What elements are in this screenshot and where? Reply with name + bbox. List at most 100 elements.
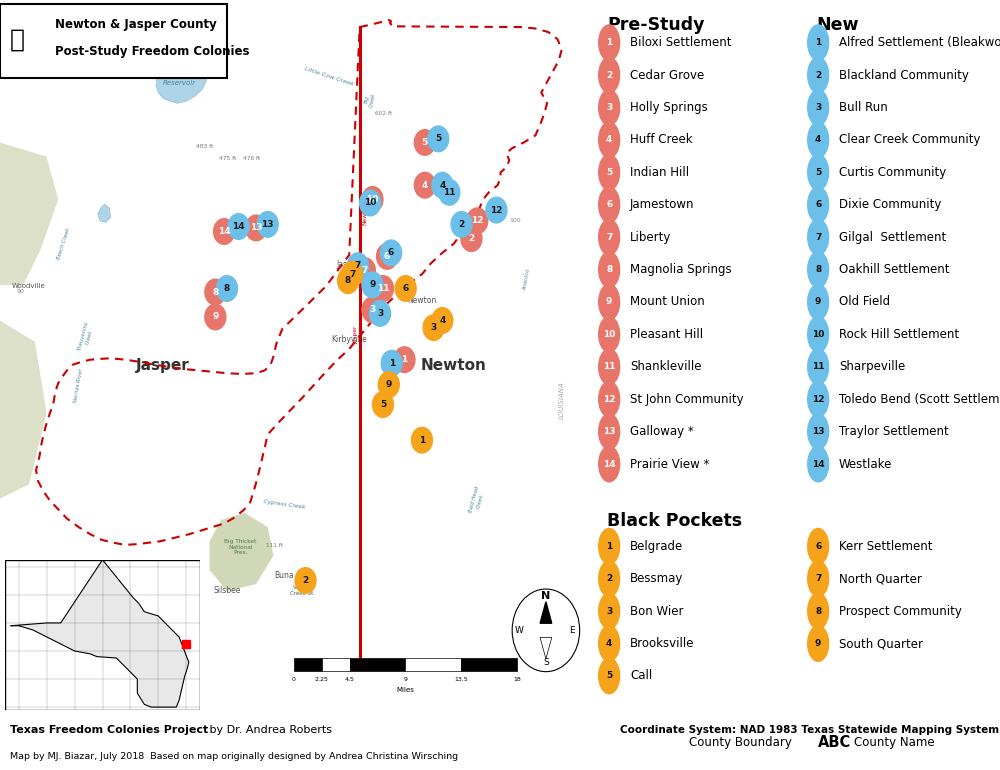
Circle shape (599, 284, 620, 320)
Text: Miles: Miles (396, 687, 414, 692)
Text: Newton: Newton (407, 296, 437, 305)
Circle shape (439, 179, 460, 205)
Text: 3: 3 (377, 309, 383, 318)
Text: 6: 6 (815, 200, 821, 209)
Text: E: E (569, 626, 575, 634)
Text: Bon Wier: Bon Wier (630, 604, 684, 618)
Circle shape (394, 346, 415, 373)
Circle shape (486, 197, 507, 223)
Text: Rock Hill Settlement: Rock Hill Settlement (839, 328, 959, 341)
Text: Village
Creek St.: Village Creek St. (290, 585, 315, 596)
Text: 14: 14 (232, 222, 245, 231)
Text: County Boundary: County Boundary (689, 736, 791, 749)
Circle shape (599, 528, 620, 564)
Circle shape (599, 155, 620, 190)
Text: 111 ft: 111 ft (266, 543, 283, 548)
Text: Little Cow Creek: Little Cow Creek (304, 66, 354, 87)
Text: 9: 9 (369, 280, 376, 290)
Text: ABC: ABC (818, 735, 851, 750)
Text: Map by MJ. Biazar, July 2018  Based on map originally designed by Andrea Christi: Map by MJ. Biazar, July 2018 Based on ma… (10, 752, 458, 761)
Bar (350, 658, 405, 671)
Text: 3: 3 (369, 306, 376, 314)
Text: Anacoco: Anacoco (522, 268, 531, 291)
Text: 12: 12 (603, 395, 615, 403)
Circle shape (428, 126, 449, 152)
Text: 1: 1 (606, 542, 612, 551)
Circle shape (214, 219, 235, 244)
Circle shape (808, 252, 829, 287)
Polygon shape (156, 57, 207, 103)
Polygon shape (540, 638, 552, 659)
Text: 6: 6 (815, 542, 821, 551)
Text: 2: 2 (302, 576, 309, 585)
Text: 12: 12 (471, 216, 483, 226)
Text: 7: 7 (355, 261, 361, 270)
Text: Beech Creek: Beech Creek (57, 227, 72, 260)
Circle shape (599, 413, 620, 450)
Text: 5: 5 (606, 168, 612, 177)
Text: Prairie View *: Prairie View * (630, 457, 709, 470)
Text: 476 ft: 476 ft (243, 156, 260, 161)
Text: 1: 1 (419, 436, 425, 444)
Text: 2.25: 2.25 (315, 677, 329, 681)
Circle shape (808, 25, 829, 61)
Text: Oakhill Settlement: Oakhill Settlement (839, 263, 950, 276)
Text: Post-Study Freedom Colonies: Post-Study Freedom Colonies (55, 45, 250, 58)
Circle shape (360, 190, 381, 216)
Circle shape (808, 594, 829, 629)
Text: N: N (541, 591, 551, 601)
Circle shape (342, 261, 363, 287)
Circle shape (599, 561, 620, 597)
Text: Jasper: Jasper (136, 358, 190, 373)
Text: Kerr Settlement: Kerr Settlement (839, 540, 933, 553)
Circle shape (362, 297, 383, 323)
Text: 5: 5 (815, 168, 821, 177)
Text: Newton: Newton (421, 358, 487, 373)
Text: Mount Union: Mount Union (630, 296, 705, 309)
Circle shape (808, 349, 829, 385)
Text: 8: 8 (345, 276, 351, 285)
Circle shape (808, 626, 829, 661)
Text: 5: 5 (422, 138, 428, 147)
FancyBboxPatch shape (0, 4, 227, 79)
Text: 14: 14 (218, 227, 230, 236)
Text: Alfred Settlement (Bleakwood): Alfred Settlement (Bleakwood) (839, 36, 1000, 49)
Circle shape (808, 381, 829, 417)
Text: 4: 4 (815, 136, 821, 145)
Text: Gilgal  Settlement: Gilgal Settlement (839, 231, 946, 243)
Text: 11: 11 (377, 284, 389, 293)
Circle shape (257, 212, 278, 237)
Circle shape (467, 208, 488, 233)
Text: 2: 2 (606, 71, 612, 79)
Text: Belgrade: Belgrade (630, 540, 683, 553)
Text: 4: 4 (439, 316, 446, 325)
Circle shape (377, 243, 398, 270)
Bar (322, 658, 350, 671)
Text: 8: 8 (815, 265, 821, 274)
Text: 2: 2 (606, 574, 612, 583)
Circle shape (599, 447, 620, 482)
Text: 18: 18 (513, 677, 521, 681)
Text: 12: 12 (490, 206, 503, 215)
Text: 7: 7 (362, 266, 368, 275)
Text: 3: 3 (815, 103, 821, 112)
Text: Cypress Creek: Cypress Creek (263, 499, 305, 510)
Text: by Dr. Andrea Roberts: by Dr. Andrea Roberts (206, 725, 332, 735)
Circle shape (411, 427, 432, 453)
Text: 🐦: 🐦 (10, 28, 25, 52)
Circle shape (808, 413, 829, 450)
Text: Prospect Community: Prospect Community (839, 604, 962, 618)
Circle shape (372, 392, 393, 417)
Text: 11: 11 (443, 188, 456, 197)
Text: 8: 8 (606, 265, 612, 274)
Text: 7: 7 (815, 233, 821, 242)
Text: 8: 8 (224, 284, 230, 293)
Text: Shankleville: Shankleville (630, 360, 702, 373)
Text: 5: 5 (606, 671, 612, 681)
Circle shape (599, 57, 620, 93)
Polygon shape (98, 204, 111, 223)
Text: LOUISIANA: LOUISIANA (559, 381, 565, 419)
Circle shape (599, 316, 620, 352)
Text: Old Field: Old Field (839, 296, 890, 309)
Text: 6: 6 (606, 200, 612, 209)
